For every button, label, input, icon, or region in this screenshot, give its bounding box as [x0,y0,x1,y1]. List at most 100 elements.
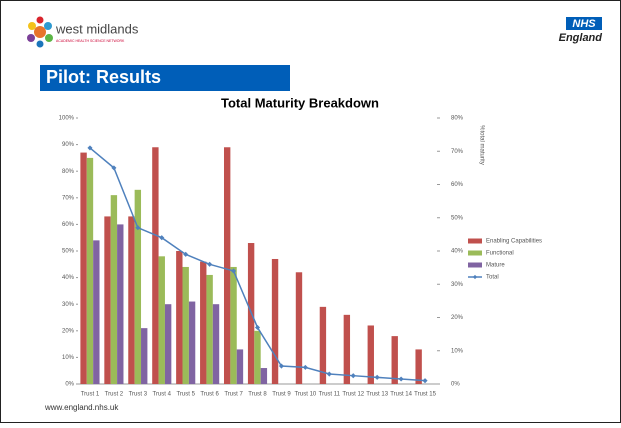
bar [260,368,268,384]
nhs-badge-box [566,17,602,30]
y-tick-label: 50% [62,249,75,255]
legend-label: Mature [486,263,505,269]
bar [236,349,244,384]
y-tick-label: 80% [62,169,75,175]
bar [391,336,398,384]
line-marker [374,374,380,380]
legend-label: Total [486,275,499,281]
x-tick-label: Trust 4 [153,392,172,398]
bar [295,272,303,384]
logo-tagline: ACADEMIC HEALTH SCIENCE NETWORK [56,39,125,43]
bar [134,189,142,384]
legend-label: Functional [486,251,514,257]
heading: Pilot: Results [46,67,161,87]
bar [254,330,261,384]
x-tick-label: Trust 6 [200,392,219,398]
bar [200,261,207,384]
nhs-name: England [559,32,603,44]
y2-tick-label: 0% [451,382,460,388]
x-tick-label: Trust 14 [390,392,412,398]
x-tick-label: Trust 3 [129,392,148,398]
bar [80,152,87,384]
x-tick-label: Trust 11 [319,392,341,398]
line-marker [278,363,284,369]
y-tick-label: 100% [59,116,75,122]
y-tick-label: 60% [62,222,75,228]
y-tick-label: 90% [62,142,75,148]
bar [128,216,135,384]
y2-tick-label: 10% [451,348,464,354]
y2-tick-label: 50% [451,215,464,221]
bar [230,266,237,384]
x-tick-label: Trust 9 [272,392,291,398]
bar [223,147,231,384]
y-tick-label: 30% [62,302,75,308]
bar [188,301,196,384]
line-marker [87,145,93,151]
x-tick-label: Trust 5 [176,392,195,398]
bar [152,147,159,384]
logo-text: west midlands [55,21,139,36]
bar [182,266,189,384]
logo-icon [27,16,53,48]
bar [271,258,279,384]
bar [110,195,118,384]
bar [176,251,183,384]
y-tick-label: 10% [62,355,75,361]
bar [93,240,100,384]
line-marker [398,376,404,382]
x-tick-label: Trust 15 [414,392,436,398]
bar [206,274,213,384]
y-tick-label: 0% [65,382,74,388]
legend-swatch [468,238,482,244]
line-marker [135,225,141,231]
bar [367,325,374,384]
bar [158,256,165,384]
bar [212,304,220,384]
x-tick-label: Trust 13 [366,392,388,398]
y2-tick-label: 30% [451,282,464,288]
legend-swatch [468,250,482,256]
bar [104,216,111,384]
y-tick-label: 40% [62,275,75,281]
y-tick-label: 20% [62,328,75,334]
legend-swatch [468,262,482,268]
line-marker [350,373,356,379]
line-marker [422,378,428,384]
x-tick-label: Trust 8 [248,392,267,398]
bar [117,224,124,384]
nhs-badge: NHS [572,18,596,30]
y2-tick-label: 20% [451,315,464,321]
x-tick-label: Trust 7 [224,392,243,398]
y-tick-label: 70% [62,195,75,201]
y2-tick-label: 60% [451,182,464,188]
chart-title: Total Maturity Breakdown [221,95,379,110]
y2-tick-label: 80% [451,116,464,122]
bar [86,157,94,384]
bar [319,306,327,384]
x-tick-label: Trust 1 [81,392,100,398]
line-marker [183,251,189,257]
legend-label: Enabling Capabilities [486,239,542,245]
bar [343,314,351,384]
line-marker [302,364,308,370]
line-marker [231,268,237,274]
x-tick-label: Trust 10 [294,392,316,398]
x-tick-label: Trust 12 [342,392,364,398]
line-marker [254,324,261,331]
line-marker [207,261,213,267]
bar [164,304,172,384]
bar [141,328,148,384]
x-tick-label: Trust 2 [105,392,124,398]
y2-tick-label: 40% [451,249,464,255]
bar [415,349,422,384]
heading-bar [40,65,290,91]
line-marker [326,371,332,377]
footer: www.england.nhs.uk [44,403,119,412]
line-marker [159,235,165,241]
y2-axis-label: %total maturity [478,125,484,165]
legend-swatch-marker [472,274,478,280]
y2-tick-label: 70% [451,149,464,155]
line-marker [111,165,117,171]
